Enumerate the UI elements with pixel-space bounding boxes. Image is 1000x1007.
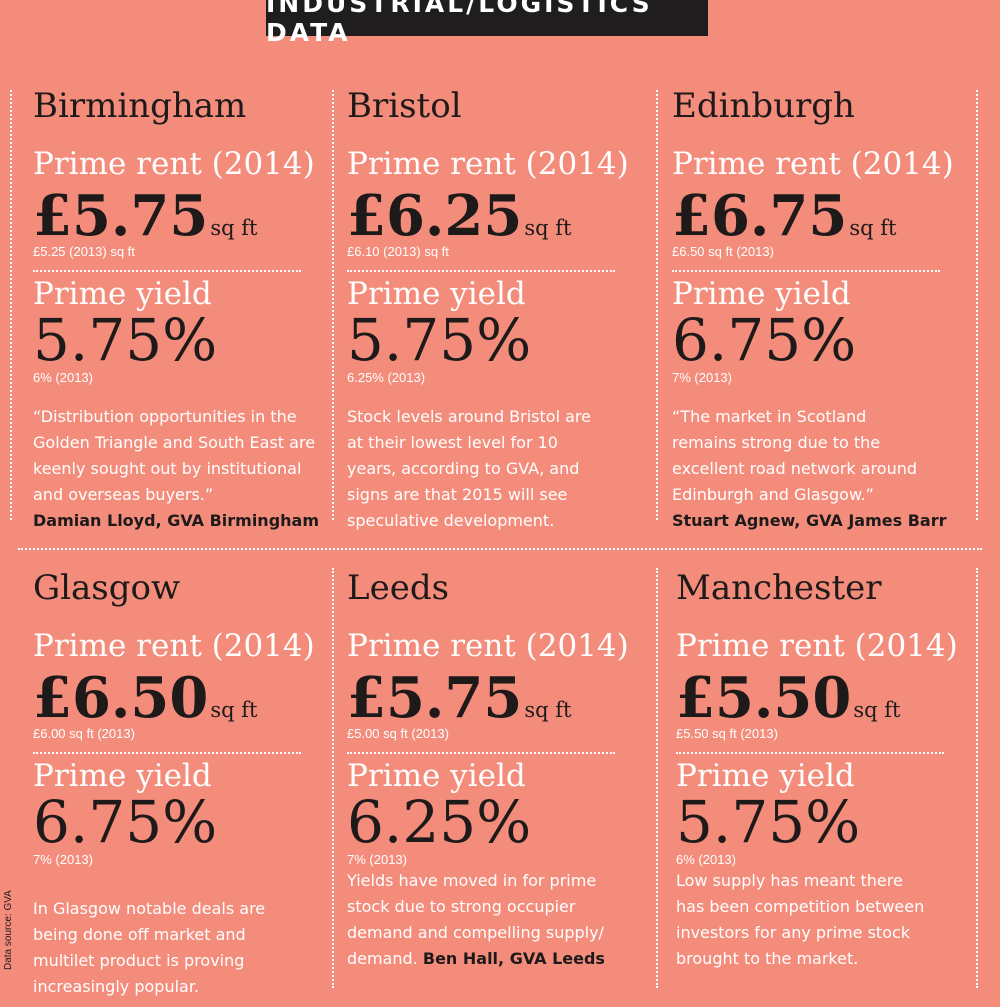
- commentary-text: “Distribution opportunities in the Golde…: [33, 407, 316, 504]
- rent-unit: sq ft: [210, 698, 258, 722]
- rent-label: Prime rent (2014): [347, 146, 629, 182]
- rent-value: £5.75sq ft: [33, 184, 257, 260]
- yield-label: Prime yield: [676, 758, 855, 794]
- city-name: Edinburgh: [672, 86, 855, 126]
- rent-label: Prime rent (2014): [33, 628, 315, 664]
- panel-rule: [33, 270, 301, 272]
- rent-amount: £5.75: [347, 665, 523, 731]
- yield-label: Prime yield: [33, 758, 212, 794]
- commentary: “The market in Scotland remains strong d…: [672, 404, 972, 534]
- column-divider: [656, 90, 658, 520]
- city-name: Birmingham: [33, 86, 247, 126]
- rent-previous: £5.00 sq ft (2013): [347, 726, 449, 741]
- rent-label: Prime rent (2014): [672, 146, 954, 182]
- panel-rule: [672, 270, 940, 272]
- panel-rule: [347, 752, 615, 754]
- rent-amount: £6.75: [672, 183, 848, 249]
- rent-unit: sq ft: [524, 698, 572, 722]
- rent-previous: £6.50 sq ft (2013): [672, 244, 774, 259]
- rent-value: £5.50sq ft: [676, 666, 900, 742]
- rent-unit: sq ft: [524, 216, 572, 240]
- commentary: Yields have moved in for prime stock due…: [347, 868, 647, 972]
- yield-label: Prime yield: [33, 276, 212, 312]
- commentary: In Glasgow notable deals are being done …: [33, 896, 333, 1000]
- rent-amount: £5.50: [676, 665, 852, 731]
- yield-label: Prime yield: [347, 758, 526, 794]
- city-name: Bristol: [347, 86, 462, 126]
- rent-value: £5.75sq ft: [347, 666, 571, 742]
- yield-previous: 6.25% (2013): [347, 370, 426, 385]
- rent-amount: £6.50: [33, 665, 209, 731]
- rent-label: Prime rent (2014): [33, 146, 315, 182]
- yield-previous: 7% (2013): [672, 370, 732, 385]
- yield-value: 6.75%: [33, 788, 218, 856]
- rent-label: Prime rent (2014): [676, 628, 958, 664]
- yield-value: 6.75%: [672, 306, 857, 374]
- yield-label: Prime yield: [672, 276, 851, 312]
- city-name: Glasgow: [33, 568, 181, 608]
- yield-value: 5.75%: [676, 788, 861, 856]
- panel-rule: [33, 752, 301, 754]
- yield-value: 5.75%: [347, 306, 532, 374]
- commentary-attribution: Stuart Agnew, GVA James Barr: [672, 511, 947, 530]
- yield-previous: 7% (2013): [347, 852, 407, 867]
- panel-rule: [676, 752, 944, 754]
- data-source-note: Data source: GVA: [3, 890, 14, 970]
- rent-amount: £6.25: [347, 183, 523, 249]
- commentary-text: Low supply has meant there has been comp…: [676, 871, 925, 968]
- rent-unit: sq ft: [849, 216, 897, 240]
- yield-previous: 7% (2013): [33, 852, 93, 867]
- rent-previous: £6.10 (2013) sq ft: [347, 244, 449, 259]
- column-divider: [332, 90, 334, 520]
- column-divider: [976, 90, 978, 520]
- yield-value: 5.75%: [33, 306, 218, 374]
- section-banner: INDUSTRIAL/LOGISTICS DATA: [266, 0, 708, 47]
- commentary: “Distribution opportunities in the Golde…: [33, 404, 333, 534]
- yield-previous: 6% (2013): [33, 370, 93, 385]
- rent-previous: £5.50 sq ft (2013): [676, 726, 778, 741]
- yield-label: Prime yield: [347, 276, 526, 312]
- yield-value: 6.25%: [347, 788, 532, 856]
- commentary: Low supply has meant there has been comp…: [676, 868, 976, 972]
- commentary-text: Stock levels around Bristol are at their…: [347, 407, 591, 530]
- rent-value: £6.75sq ft: [672, 184, 896, 260]
- row-divider: [18, 548, 982, 550]
- rent-value: £6.50sq ft: [33, 666, 257, 742]
- rent-value: £6.25sq ft: [347, 184, 571, 260]
- commentary-text: “The market in Scotland remains strong d…: [672, 407, 918, 504]
- commentary-text: Yields have moved in for prime stock due…: [347, 871, 604, 968]
- city-name: Leeds: [347, 568, 450, 608]
- column-divider: [10, 90, 12, 520]
- city-name: Manchester: [676, 568, 882, 608]
- panel-rule: [347, 270, 615, 272]
- rent-previous: £5.25 (2013) sq ft: [33, 244, 135, 259]
- rent-label: Prime rent (2014): [347, 628, 629, 664]
- yield-previous: 6% (2013): [676, 852, 736, 867]
- rent-amount: £5.75: [33, 183, 209, 249]
- commentary-attribution: Ben Hall, GVA Leeds: [422, 949, 605, 968]
- column-divider: [656, 568, 658, 988]
- rent-previous: £6.00 sq ft (2013): [33, 726, 135, 741]
- rent-unit: sq ft: [210, 216, 258, 240]
- column-divider: [332, 568, 334, 988]
- rent-unit: sq ft: [853, 698, 901, 722]
- commentary-attribution: Damian Lloyd, GVA Birmingham: [33, 511, 320, 530]
- commentary: Stock levels around Bristol are at their…: [347, 404, 647, 534]
- commentary-text: In Glasgow notable deals are being done …: [33, 899, 266, 996]
- column-divider: [976, 568, 978, 988]
